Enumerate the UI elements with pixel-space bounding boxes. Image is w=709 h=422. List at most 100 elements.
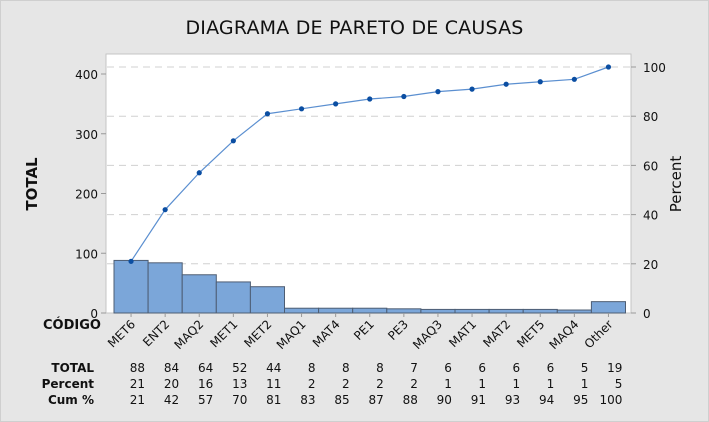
cum-marker xyxy=(537,79,543,85)
cum-marker xyxy=(367,96,373,102)
table-cell: 1 xyxy=(580,377,589,391)
x-tick-label: MAQ3 xyxy=(410,317,445,352)
table-cell: 8 xyxy=(307,361,316,375)
bar-other xyxy=(590,301,627,314)
x-tick-label: ENT2 xyxy=(140,317,172,349)
table-cell: 90 xyxy=(436,393,452,407)
table-cell: 87 xyxy=(368,393,384,407)
bar-mat1 xyxy=(454,308,490,314)
cum-marker xyxy=(298,106,305,112)
table-cell: 85 xyxy=(334,393,350,407)
bar-met6 xyxy=(113,259,149,314)
table-cell: 21 xyxy=(129,393,146,407)
data-table: TOTAL 88 84 64 52 44 8 8 8 7 6 6 6 6 5 19 Percent 21 20 16 1… xyxy=(22,361,662,417)
y2-tick-label: 100 xyxy=(643,61,666,75)
cum-marker xyxy=(469,86,475,92)
y2-tick-label: 20 xyxy=(643,258,658,272)
x-tick-label: MAQ4 xyxy=(547,317,582,352)
table-cell: 42 xyxy=(163,393,180,407)
table-cell: 2 xyxy=(307,377,316,391)
table-cell: 1 xyxy=(478,377,487,391)
bar-mat2 xyxy=(488,308,524,314)
table-cell: 1 xyxy=(444,377,452,391)
table-row-label: TOTAL xyxy=(51,361,94,375)
bar-met1 xyxy=(215,281,251,314)
table-cell: 81 xyxy=(266,393,282,407)
y-tick-label: 0 xyxy=(90,307,98,321)
table-cell: 20 xyxy=(163,377,180,391)
y-axis-left: 0 100 200 300 400 xyxy=(75,68,106,321)
x-axis: MET6 ENT2 MAQ2 MET1 MET2 MAQ1 MAT4 PE1 PE3 MAQ3 MA… xyxy=(105,313,616,352)
cum-marker xyxy=(230,138,236,144)
table-cell: 2 xyxy=(376,377,384,391)
table-cell: 5 xyxy=(580,361,589,375)
x-tick-label: MET5 xyxy=(514,317,547,350)
cum-marker xyxy=(333,101,339,107)
y2-tick-label: 40 xyxy=(643,209,658,223)
bar-pe1 xyxy=(352,307,388,314)
table-cell: 19 xyxy=(607,361,623,375)
table-cell: 70 xyxy=(232,393,248,407)
cum-marker xyxy=(264,111,271,117)
cum-marker xyxy=(401,93,407,100)
bar-met2 xyxy=(249,286,285,314)
table-cell: 57 xyxy=(197,393,214,407)
table-cell: 64 xyxy=(197,361,214,375)
bar-pe3 xyxy=(386,308,422,314)
y-tick-label: 400 xyxy=(75,68,98,82)
table-cell: 84 xyxy=(163,361,180,375)
cum-marker xyxy=(503,81,509,87)
table-cell: 52 xyxy=(232,361,248,375)
grid-lines xyxy=(107,66,630,265)
table-cell: 6 xyxy=(546,361,555,375)
chart-title: DIAGRAMA DE PARETO DE CAUSAS xyxy=(185,17,524,39)
bar-maq4 xyxy=(556,309,592,314)
x-tick-label: MAT4 xyxy=(310,317,343,350)
y2-tick-label: 80 xyxy=(643,110,658,124)
x-tick-label: MET2 xyxy=(241,317,274,350)
cum-marker xyxy=(196,170,202,176)
x-tick-label: MAQ2 xyxy=(171,317,206,352)
cum-marker xyxy=(162,207,168,213)
bar-maq1 xyxy=(284,307,320,314)
cum-marker xyxy=(128,258,134,264)
table-row-label: Cum % xyxy=(47,393,94,407)
bar-ent2 xyxy=(147,262,183,314)
bar-mat4 xyxy=(318,307,354,314)
x-tick-label: MAT1 xyxy=(446,317,479,350)
table-cell: 21 xyxy=(129,377,146,391)
table-cell: 93 xyxy=(504,393,521,407)
y-axis-label: TOTAL xyxy=(23,157,41,211)
table-cell: 95 xyxy=(573,393,589,407)
bar-met5 xyxy=(522,308,558,314)
plot-area xyxy=(105,53,632,314)
table-cell: 2 xyxy=(410,377,418,391)
table-cell: 1 xyxy=(512,377,521,391)
table-cell: 44 xyxy=(266,361,282,375)
table-cell: 1 xyxy=(546,377,555,391)
table-cell: 16 xyxy=(197,377,214,391)
x-tick-label: PE1 xyxy=(351,317,377,343)
table-row-label: Percent xyxy=(41,377,94,391)
x-tick-label: PE3 xyxy=(385,317,411,343)
x-tick-label: MET6 xyxy=(105,317,138,350)
cum-marker xyxy=(605,64,612,70)
table-cell: 100 xyxy=(599,393,623,407)
table-cell: 2 xyxy=(342,377,350,391)
y2-tick-label: 60 xyxy=(643,159,658,173)
bars xyxy=(113,259,627,314)
x-tick-label: MAT2 xyxy=(480,317,513,350)
cumulative-line xyxy=(128,64,612,264)
table-cell: 13 xyxy=(232,377,248,391)
table-cell: 88 xyxy=(129,361,146,375)
y-tick-label: 100 xyxy=(75,247,98,261)
table-cell: 8 xyxy=(342,361,350,375)
table-cell: 11 xyxy=(266,377,282,391)
table-cell: 6 xyxy=(512,361,521,375)
cum-marker xyxy=(435,89,441,95)
y2-tick-label: 0 xyxy=(643,307,651,321)
table-cell: 8 xyxy=(376,361,384,375)
table-cell: 88 xyxy=(402,393,418,407)
y-axis-right: 0 20 40 60 80 100 xyxy=(631,61,666,321)
y2-axis-label: Percent xyxy=(667,156,685,213)
